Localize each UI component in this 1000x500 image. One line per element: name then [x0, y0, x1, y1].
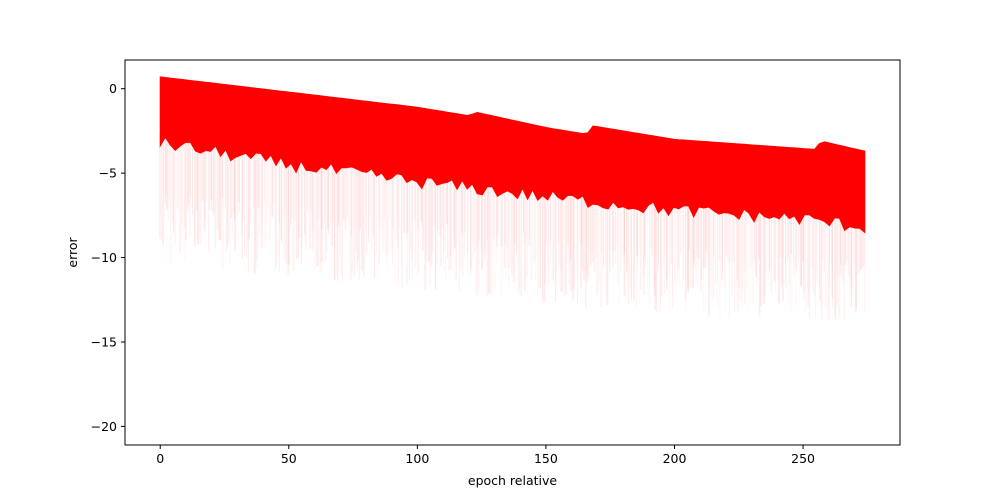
x-tick-label: 200: [663, 451, 687, 466]
y-tick-label: −5: [99, 166, 117, 181]
scatter-points-dense: [159, 76, 866, 234]
x-tick-label: 100: [405, 451, 429, 466]
plot-area: [159, 76, 866, 322]
x-tick-label: 50: [281, 451, 297, 466]
y-tick-label: −15: [91, 334, 117, 349]
y-tick-label: −10: [91, 250, 117, 265]
x-axis-label: epoch relative: [468, 473, 558, 488]
x-tick-label: 0: [156, 451, 164, 466]
y-tick-label: 0: [109, 81, 117, 96]
plot-frame: [124, 59, 901, 446]
y-tick-label: −20: [91, 419, 117, 434]
y-axis-label: error: [65, 237, 80, 268]
y-axis: 0 −5 −10 −15 −20: [91, 81, 125, 434]
x-tick-label: 150: [534, 451, 558, 466]
scatter-points-faint: [159, 132, 866, 322]
x-tick-label: 250: [791, 451, 815, 466]
x-axis: 0 50 100 150 200 250: [156, 445, 815, 466]
